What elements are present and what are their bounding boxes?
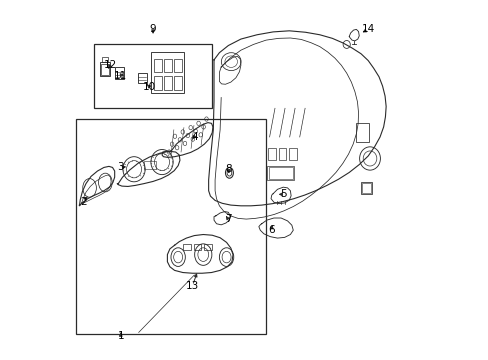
Text: 3: 3: [117, 162, 124, 172]
Text: 6: 6: [267, 225, 274, 235]
Text: 1: 1: [117, 331, 124, 341]
Text: 10: 10: [142, 82, 156, 92]
Text: 4: 4: [191, 132, 197, 142]
Text: 9: 9: [149, 24, 156, 35]
Text: 8: 8: [224, 164, 231, 174]
Text: 11: 11: [114, 71, 127, 81]
Text: 12: 12: [103, 60, 117, 70]
Text: 14: 14: [361, 24, 374, 35]
Text: 7: 7: [224, 215, 231, 224]
Text: 2: 2: [80, 197, 86, 207]
Text: 5: 5: [280, 189, 286, 199]
Text: 13: 13: [185, 281, 199, 291]
